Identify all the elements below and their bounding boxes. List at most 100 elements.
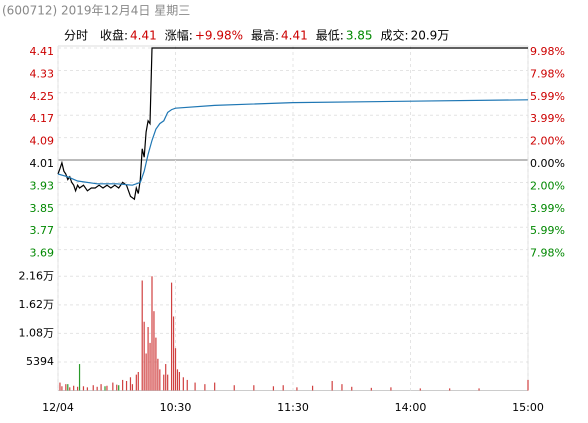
- volume-bar: [151, 276, 153, 391]
- volume-bar: [82, 386, 85, 391]
- y-tick-label: 3.93: [30, 179, 55, 192]
- volume-bar: [141, 280, 143, 391]
- volume-bar: [73, 385, 75, 391]
- x-tick-label: 15:00: [512, 401, 544, 414]
- y2-tick-label: 9.98%: [530, 45, 565, 58]
- y-tick-label: 3.85: [30, 202, 55, 215]
- y-tick-label: 4.17: [30, 112, 55, 125]
- volume-bar: [186, 379, 188, 391]
- x-tick-label: 10:30: [160, 401, 192, 414]
- volume-bar: [155, 337, 157, 391]
- info-label: 收盘:: [100, 28, 128, 43]
- info-label: 涨幅:: [165, 28, 193, 43]
- y2-tick-label: 2.00%: [530, 179, 565, 192]
- info-value: 3.85: [346, 29, 373, 43]
- volume-bar: [172, 316, 175, 391]
- y2-tick-label: 5.99%: [530, 224, 565, 237]
- volume-bar: [182, 377, 184, 391]
- volume-bar: [419, 388, 421, 391]
- volume-bar: [163, 374, 165, 391]
- volume-bar: [145, 353, 147, 391]
- volume-bar: [135, 374, 137, 391]
- volume-bar: [69, 387, 71, 391]
- volume-bar: [449, 388, 451, 391]
- volume-bar: [178, 371, 181, 391]
- volume-bar: [131, 384, 134, 391]
- volume-bar: [272, 386, 275, 391]
- volume-bar: [527, 379, 529, 391]
- volume-bar: [129, 377, 132, 391]
- info-label: 最低:: [316, 29, 344, 43]
- volume-bar: [61, 386, 63, 391]
- volume-bar: [76, 386, 79, 391]
- volume-bar: [118, 385, 120, 391]
- volume-bar: [59, 382, 61, 391]
- y-tick-label: 4.25: [30, 90, 55, 103]
- volume-bar: [296, 387, 298, 391]
- volume-tick-label: 1.62万: [19, 298, 55, 311]
- volume-bar: [149, 342, 151, 391]
- volume-bar: [282, 385, 284, 391]
- y2-tick-label: 7.98%: [530, 247, 565, 260]
- x-tick-label: 14:00: [395, 401, 427, 414]
- volume-bar: [311, 385, 314, 391]
- volume-bar: [104, 386, 106, 391]
- volume-bar: [143, 321, 145, 391]
- y-tick-label: 4.33: [30, 67, 55, 80]
- volume-bar: [78, 364, 81, 391]
- volume-bar: [165, 364, 167, 391]
- volume-bar: [137, 371, 139, 391]
- volume-tick-label: 2.16万: [19, 269, 55, 282]
- quote-info: 收盘: 4.41 涨幅: +9.98% 最高: 4.41 最低: 3.85 成交: 20.9万: [100, 28, 449, 43]
- volume-bar: [157, 358, 159, 391]
- volume-tick-label: 1.08万: [19, 326, 55, 339]
- volume-bar: [67, 384, 69, 391]
- y2-tick-label: 3.99%: [530, 112, 565, 125]
- volume-bar: [112, 382, 114, 391]
- chart-title: (600712) 2019年12月4日 星期三: [2, 4, 190, 18]
- y-tick-label: 4.01: [30, 157, 55, 170]
- y2-tick-label: 5.99%: [530, 90, 565, 103]
- price-line: [57, 99, 529, 186]
- x-tick-label: 12/04: [42, 401, 74, 414]
- info-value: 4.41: [130, 29, 157, 43]
- volume-bar: [194, 382, 196, 391]
- info-label: 成交:: [381, 28, 409, 43]
- volume-bar: [204, 384, 206, 391]
- volume-bar: [116, 384, 118, 391]
- volume-bar: [153, 311, 155, 391]
- volume-bar: [390, 387, 392, 391]
- tab-label: 分时: [64, 29, 88, 43]
- volume-bar: [159, 369, 161, 391]
- volume-tick-label: 5394: [26, 355, 54, 368]
- volume-bar: [125, 380, 128, 391]
- volume-bar: [331, 380, 333, 391]
- y2-tick-label: 2.00%: [530, 135, 565, 148]
- volume-bar: [253, 385, 255, 391]
- y-tick-label: 4.41: [30, 45, 55, 58]
- volume-bar: [167, 374, 169, 391]
- volume-bar: [65, 384, 67, 391]
- y-tick-label: 3.77: [30, 224, 55, 237]
- volume-bar: [170, 282, 173, 391]
- volume-bar: [147, 327, 149, 391]
- y2-tick-label: 0.00%: [530, 157, 565, 170]
- y2-tick-label: 3.99%: [530, 202, 565, 215]
- volume-bar: [341, 384, 343, 391]
- volume-bar: [233, 385, 235, 391]
- volume-bar: [370, 387, 372, 391]
- volume-bar: [106, 385, 108, 391]
- volume-bar: [174, 348, 177, 391]
- info-value: 20.9万: [411, 29, 450, 43]
- info-label: 最高:: [251, 28, 279, 43]
- volume-bar: [351, 386, 353, 391]
- y2-tick-label: 7.98%: [530, 67, 565, 80]
- volume-bar: [478, 388, 480, 391]
- volume-bar: [92, 385, 94, 391]
- volume-bar: [96, 386, 98, 391]
- info-value: +9.98%: [195, 29, 243, 43]
- volume-bar: [86, 387, 88, 391]
- volume-bar: [122, 379, 124, 391]
- volume-bar: [100, 384, 102, 391]
